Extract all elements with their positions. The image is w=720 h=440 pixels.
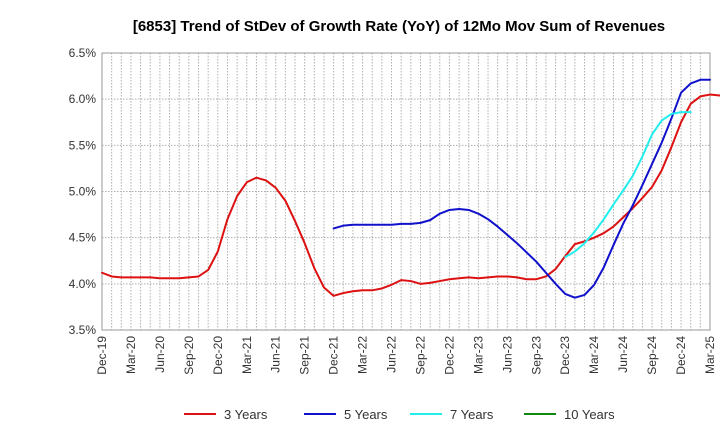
y-tick-label: 4.5% [69, 231, 97, 245]
legend-label-5-years: 5 Years [344, 407, 388, 422]
series-lines [101, 78, 720, 299]
x-tick-label: Jun-24 [616, 336, 630, 373]
x-tick-label: Dec-21 [327, 336, 341, 375]
x-tick-label: Jun-21 [269, 336, 283, 373]
x-tick-label: Dec-20 [211, 336, 225, 375]
y-tick-label: 6.5% [69, 46, 97, 60]
y-tick-label: 4.0% [69, 277, 97, 291]
grid [101, 52, 711, 331]
x-tick-label: Sep-23 [529, 336, 543, 375]
x-tick-label: Mar-23 [471, 336, 485, 374]
x-tick-label: Dec-23 [558, 336, 572, 375]
x-tick-label: Mar-25 [703, 336, 717, 374]
x-tick-label: Sep-24 [645, 336, 659, 375]
x-tick-label: Sep-20 [182, 336, 196, 375]
x-tick-label: Mar-20 [124, 336, 138, 374]
plot-frame [101, 52, 711, 331]
x-tick-label: Mar-21 [240, 336, 254, 374]
series-line-3-years [101, 93, 720, 297]
chart-title: [6853] Trend of StDev of Growth Rate (Yo… [133, 18, 665, 35]
y-tick-label: 3.5% [69, 323, 97, 337]
legend-label-3-years: 3 Years [224, 407, 268, 422]
x-tick-label: Dec-22 [442, 336, 456, 375]
y-tick-label: 6.0% [69, 92, 97, 106]
legend-label-10-years: 10 Years [564, 407, 615, 422]
x-axis: Dec-19 Mar-20 Jun-20 Sep-20 Dec-20 Mar-21 Jun-… [95, 336, 717, 375]
x-tick-label: Sep-21 [298, 336, 312, 375]
x-tick-label: Jun-22 [385, 336, 399, 373]
x-tick-label: Jun-23 [500, 336, 514, 373]
x-tick-label: Sep-22 [413, 336, 427, 375]
y-axis: 3.5% 4.0% 4.5% 5.0% 5.5% 6.0% 6.5% [69, 46, 97, 337]
legend: 3 Years 5 Years 7 Years 10 Years [184, 407, 615, 422]
x-tick-label: Dec-19 [95, 336, 109, 375]
x-tick-label: Jun-20 [153, 336, 167, 373]
x-tick-label: Mar-22 [356, 336, 370, 374]
series-line-7-years [564, 111, 692, 259]
y-tick-label: 5.5% [69, 138, 97, 152]
series-line-5-years [332, 78, 711, 299]
legend-label-7-years: 7 Years [450, 407, 494, 422]
x-tick-label: Mar-24 [587, 336, 601, 374]
x-tick-label: Dec-24 [674, 336, 688, 375]
y-tick-label: 5.0% [69, 185, 97, 199]
